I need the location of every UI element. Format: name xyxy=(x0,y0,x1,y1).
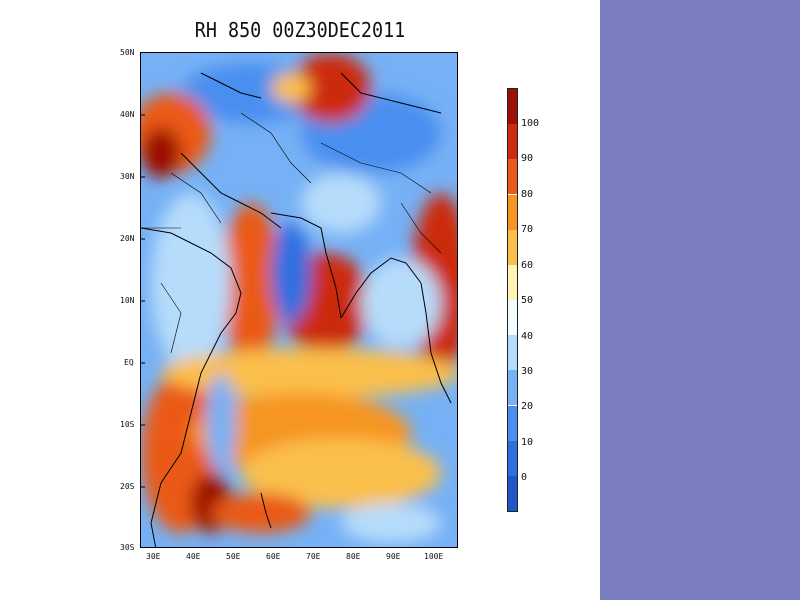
colorbar-label-60: 60 xyxy=(521,260,534,271)
map-frame xyxy=(140,52,458,548)
lon-label-80e: 80E xyxy=(346,552,361,561)
colorbar-segment xyxy=(508,159,517,195)
colorbar xyxy=(507,88,518,512)
country-borders xyxy=(141,112,442,354)
colorbar-segment xyxy=(508,370,517,406)
lon-label-90e: 90E xyxy=(386,552,401,561)
colorbar-label-90: 90 xyxy=(521,153,534,164)
colorbar-segment xyxy=(508,264,517,300)
colorbar-segment xyxy=(508,124,517,160)
lat-label-eq: EQ xyxy=(124,358,134,367)
lat-label-40n: 40N xyxy=(120,110,135,119)
lon-label-40e: 40E xyxy=(186,552,201,561)
colorbar-label-20: 20 xyxy=(521,401,534,412)
tick-marks xyxy=(141,114,145,488)
lat-label-50n: 50N xyxy=(120,48,135,57)
colorbar-segment xyxy=(508,229,517,265)
colorbar-segment xyxy=(508,335,517,371)
colorbar-label-30: 30 xyxy=(521,366,534,377)
rh-field-map xyxy=(141,53,457,547)
lon-label-50e: 50E xyxy=(226,552,241,561)
colorbar-segment xyxy=(508,440,517,476)
lon-label-60e: 60E xyxy=(266,552,281,561)
colorbar-label-50: 50 xyxy=(521,295,534,306)
colorbar-segment xyxy=(508,405,517,441)
lon-label-100e: 100E xyxy=(424,552,444,561)
colorbar-label-80: 80 xyxy=(521,189,534,200)
colorbar-segment xyxy=(508,194,517,230)
colorbar-segment xyxy=(508,300,517,336)
coastlines xyxy=(141,72,452,547)
colorbar-label-40: 40 xyxy=(521,331,534,342)
map-title: RH 850 00Z30DEC2011 xyxy=(194,18,406,42)
lat-label-10n: 10N xyxy=(120,296,135,305)
colorbar-label-70: 70 xyxy=(521,224,534,235)
colorbar-label-10: 10 xyxy=(521,437,534,448)
colorbar-segment xyxy=(508,89,517,125)
lon-label-30e: 30E xyxy=(146,552,161,561)
lat-label-10s: 10S xyxy=(120,420,135,429)
colorbar-segment xyxy=(508,475,517,511)
colorbar-label-100: 100 xyxy=(521,118,540,129)
lat-label-20n: 20N xyxy=(120,234,135,243)
lon-label-70e: 70E xyxy=(306,552,321,561)
lat-label-30s: 30S xyxy=(120,543,135,552)
lat-label-20s: 20S xyxy=(120,482,135,491)
rh-field-blobs xyxy=(141,53,457,543)
side-panel xyxy=(600,0,800,600)
colorbar-label-0: 0 xyxy=(521,472,528,483)
lat-label-30n: 30N xyxy=(120,172,135,181)
